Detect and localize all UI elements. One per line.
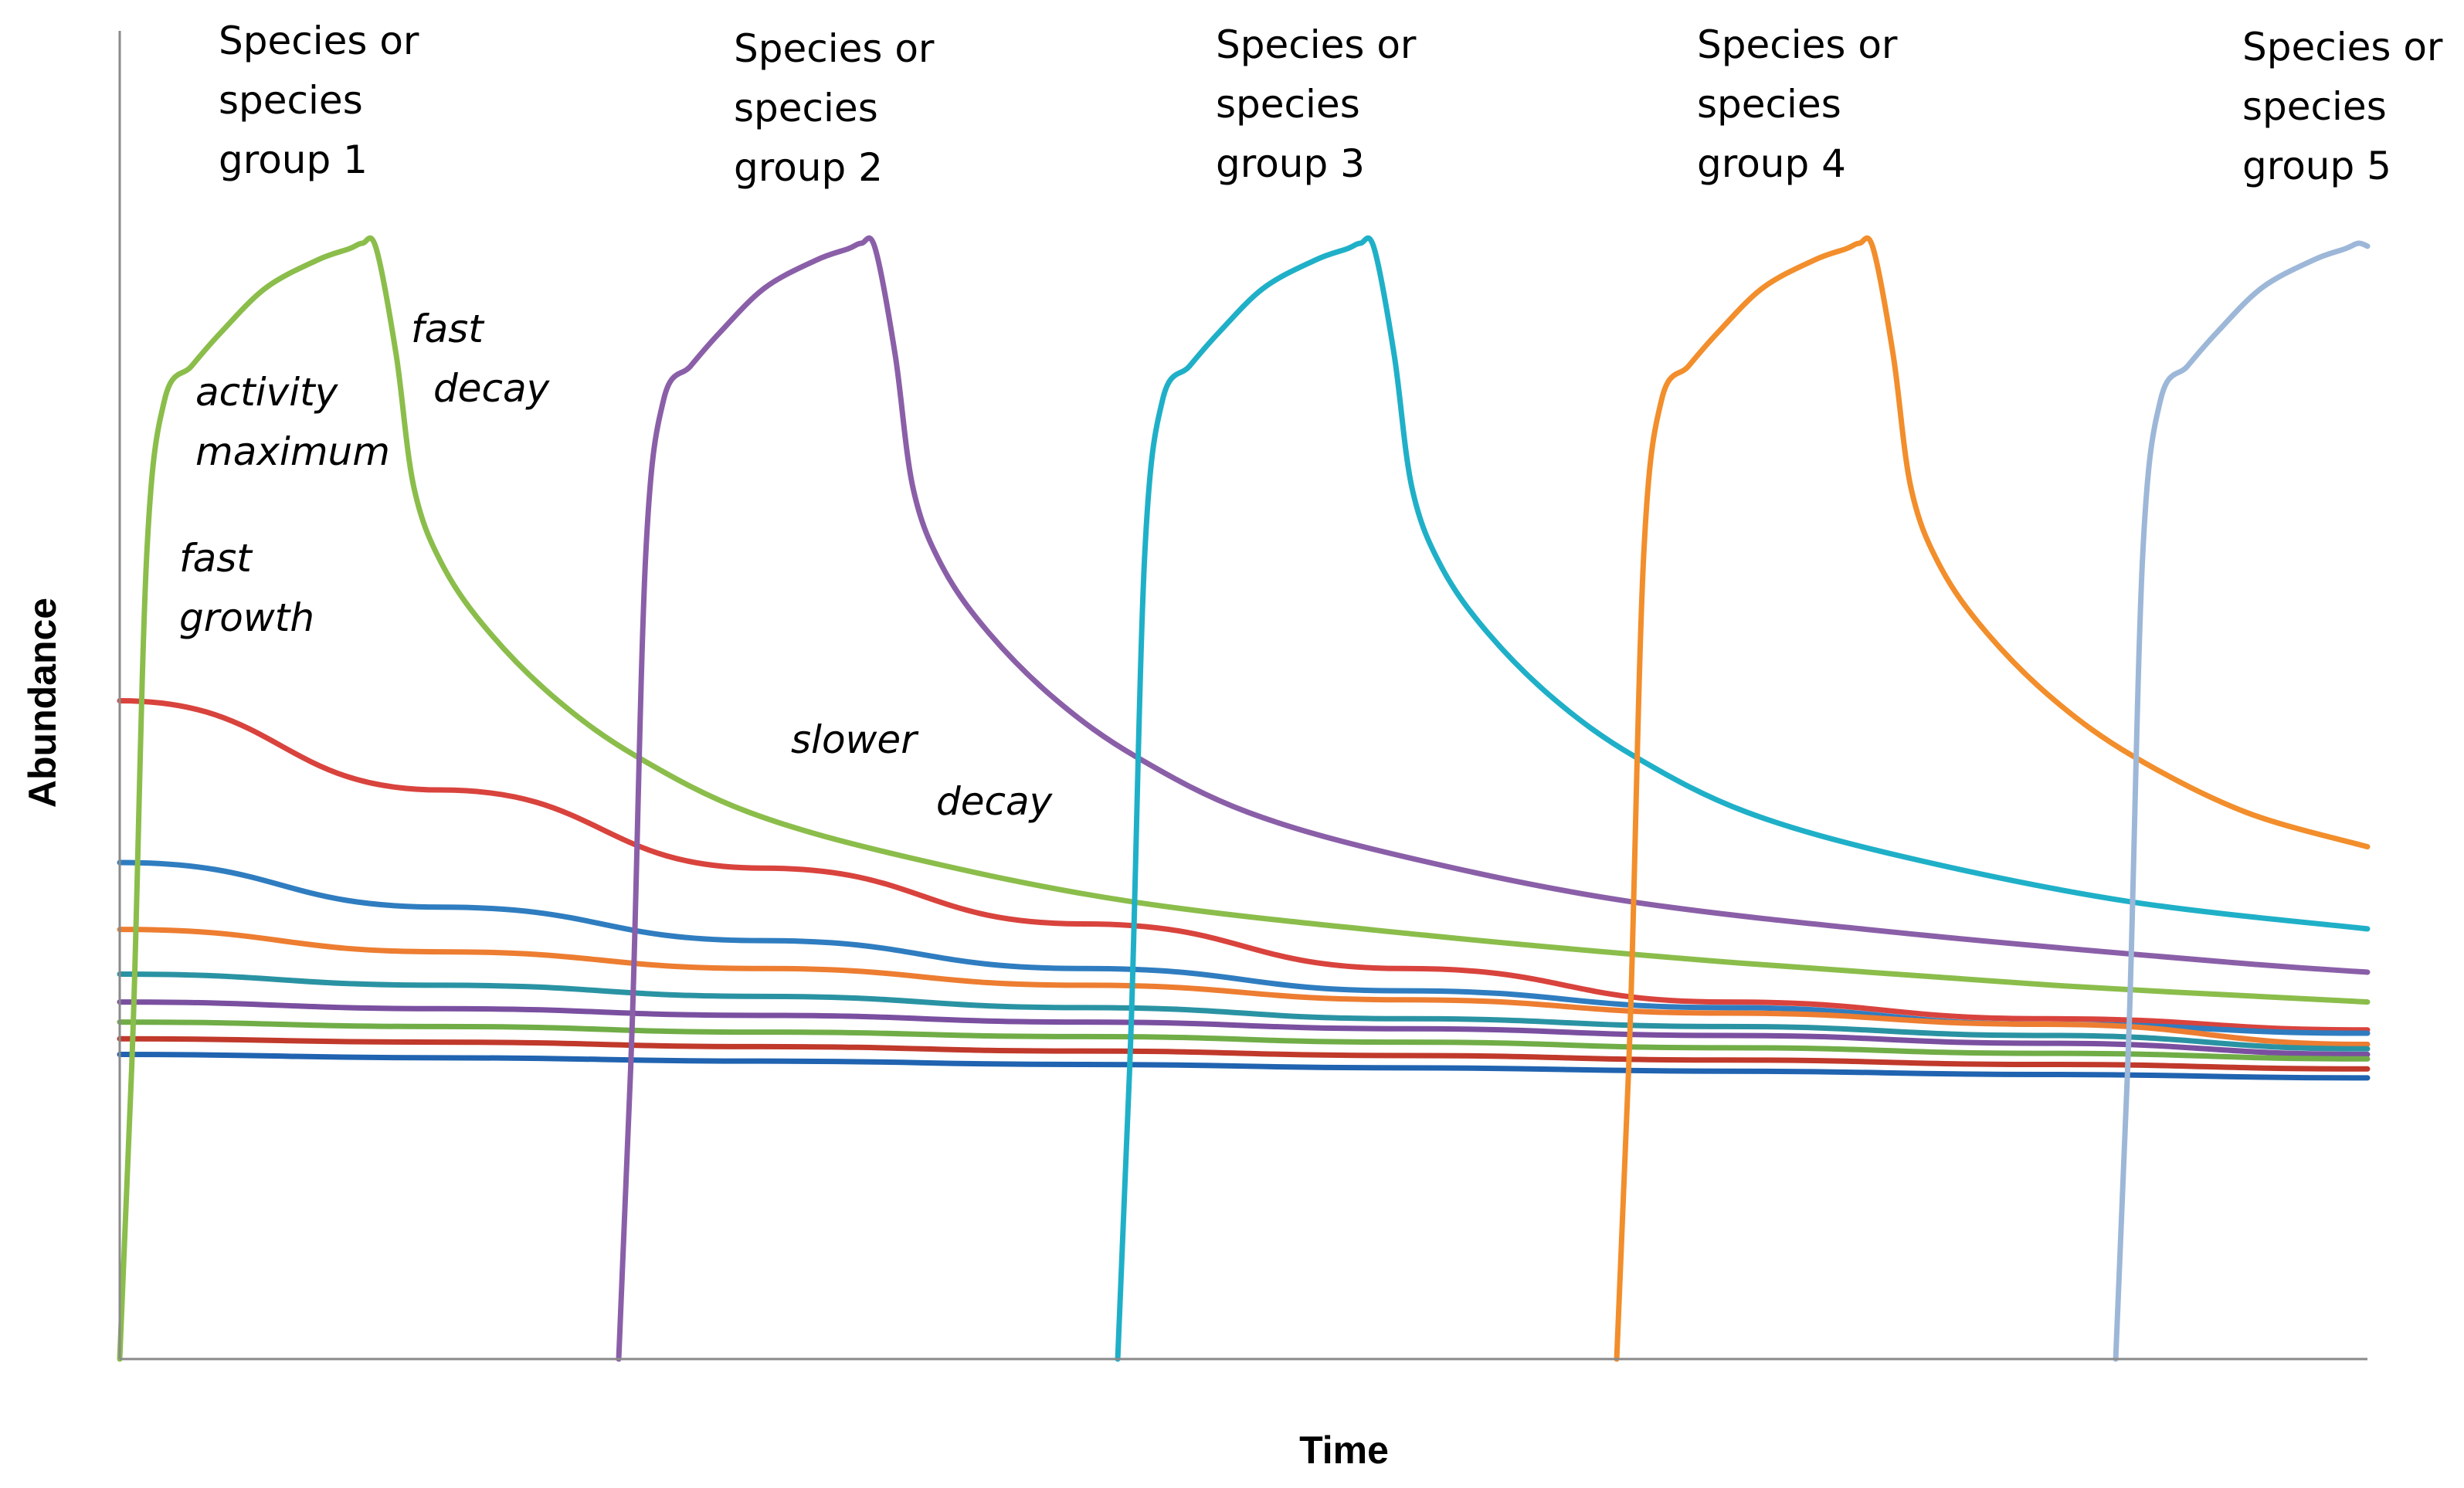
group-label-2: Species or species group 2: [734, 26, 946, 190]
y-axis-label: Abundance: [21, 598, 64, 808]
bloom-curve-group-5: [2113, 240, 2371, 1362]
background-series-green: [117, 1019, 2371, 1062]
background-series-blue-2: [117, 1052, 2371, 1081]
bloom-curve-group-3: [1115, 235, 2371, 1362]
annotation-slower-decay: slower decay: [791, 717, 1054, 824]
group-label-4: Species or species group 4: [1697, 22, 1909, 186]
background-series-teal: [117, 971, 2371, 1052]
bloom-curve-group-1: [117, 235, 2371, 1362]
background-series-purple: [117, 999, 2371, 1058]
x-axis-label: Time: [1299, 1429, 1389, 1472]
background-series-layer: [117, 697, 2371, 1081]
background-series-orange: [117, 927, 2371, 1048]
background-series-red-2: [117, 1035, 2371, 1072]
bloom-curve-group-2: [616, 235, 2371, 1362]
annotation-fast-growth: fast growth: [179, 536, 314, 640]
annotation-activity-maximum: activity maximum: [195, 370, 390, 474]
group-label-3: Species or species group 3: [1216, 22, 1428, 186]
bloom-curves-layer: [117, 235, 2371, 1362]
background-series-red: [117, 697, 2371, 1033]
bloom-curve-group-4: [1614, 235, 2371, 1362]
annotation-fast-decay: fast decay: [411, 307, 551, 411]
group-label-5: Species or species group 5: [2242, 25, 2455, 188]
group-label-1: Species or species group 1: [219, 19, 431, 182]
